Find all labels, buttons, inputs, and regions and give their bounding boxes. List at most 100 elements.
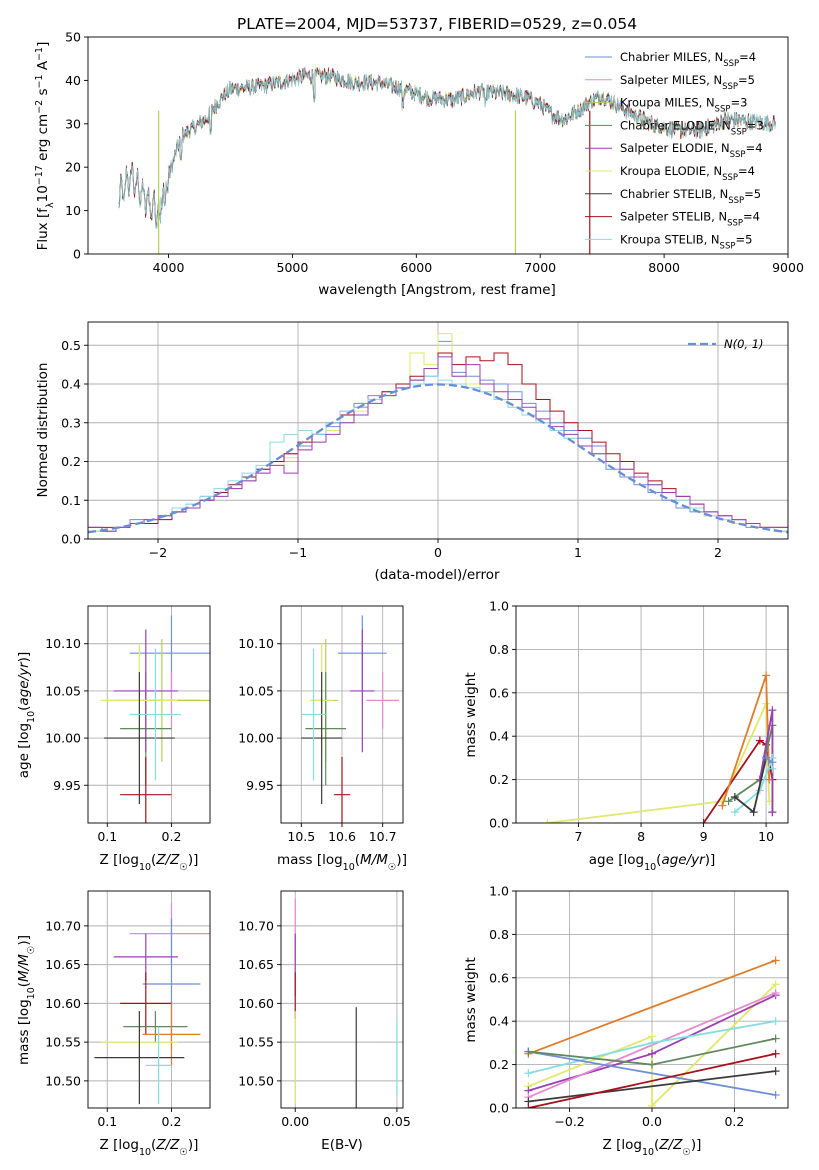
legend-sub: SSP — [731, 127, 747, 137]
label-part: 10 — [644, 862, 656, 873]
legend-sub: SSP — [727, 219, 743, 229]
panel-spectrum: 4000 5000 6000 7000 8000 9000 0 10 20 30 40 50 Chabr… — [34, 30, 804, 299]
x-tick-label: 6000 — [400, 260, 432, 275]
label-part: )] — [396, 852, 407, 868]
x-tick-label: 2 — [714, 545, 722, 560]
label-part: 10 — [139, 862, 151, 873]
label-part: age [log — [589, 852, 644, 868]
label-part: ☉ — [388, 862, 397, 873]
x-tick-label: 0.00 — [281, 1114, 309, 1129]
label-part: )] — [705, 852, 716, 868]
x-tick-label: 0.1 — [97, 829, 117, 844]
legend-count: =4 — [743, 210, 760, 224]
y-tick-label: 10.55 — [238, 1035, 274, 1050]
axes-frame — [87, 605, 211, 824]
legend-name: Kroupa MILES, N — [620, 96, 715, 110]
y-tick-label: 0.1 — [61, 493, 81, 508]
legend-count: =4 — [739, 50, 756, 64]
y-tick-label: 10.10 — [45, 636, 81, 651]
x-tick-label: 7000 — [524, 260, 556, 275]
y-tick-label: 0.2 — [61, 454, 81, 469]
x-axis-label: (data-model)/error — [374, 567, 500, 583]
x-tick-label: 0 — [434, 545, 442, 560]
weight-line — [528, 1070, 776, 1103]
label-part: mass weight — [463, 672, 479, 757]
y-tick-label: 10.60 — [45, 996, 81, 1011]
legend-sub: SSP — [722, 173, 738, 183]
label-part: 10 — [343, 862, 355, 873]
label-part: ☉ — [179, 862, 188, 873]
y-tick-label: 10.55 — [45, 1035, 81, 1050]
axes-frame — [515, 890, 789, 1109]
legend-name: Salpeter STELIB, N — [620, 210, 727, 224]
x-axis-label: mass [log10(M/M☉)] — [277, 852, 407, 873]
label-part: ( — [151, 1137, 156, 1153]
spectrum-line — [118, 68, 776, 230]
x-axis-label: wavelength [Angstrom, rest frame] — [318, 282, 556, 298]
label-part: Z [log — [100, 852, 139, 868]
label-part: λ — [45, 202, 56, 208]
label-part: age [log — [16, 723, 32, 778]
legend-label: Chabrier STELIB, NSSP=5 — [620, 187, 761, 206]
weight-line — [528, 983, 777, 1108]
legend-sub: SSP — [728, 196, 744, 206]
weight-line — [528, 1052, 776, 1108]
label-part: erg cm — [35, 114, 51, 165]
x-tick-label: 9000 — [772, 260, 804, 275]
x-tick-label: −2 — [149, 545, 167, 560]
legend-label: Salpeter STELIB, NSSP=4 — [620, 210, 760, 229]
legend-name: Kroupa ELODIE, N — [620, 164, 722, 178]
y-tick-label: 9.95 — [53, 778, 81, 793]
weight-line — [528, 959, 776, 1055]
plot-area — [516, 891, 788, 1108]
x-tick-label: 4000 — [153, 260, 185, 275]
axes-frame — [87, 890, 211, 1109]
y-axis-label: age [log10(age/yr)] — [16, 652, 37, 778]
x-tick-label: 0.2 — [162, 829, 182, 844]
legend-label: N(0, 1) — [724, 337, 764, 351]
y-tick-label: 0.8 — [489, 927, 509, 942]
label-part: ☉ — [682, 1147, 691, 1158]
label-part: wavelength [Angstrom, rest frame] — [318, 282, 556, 298]
y-tick-label: 0.6 — [489, 685, 509, 700]
y-tick-label: 10.00 — [238, 731, 274, 746]
plot-area — [516, 606, 788, 823]
x-tick-label: 8000 — [648, 260, 680, 275]
panel-mass-weight-vs-Z: −0.2 0.0 0.2 0.0 0.2 0.4 0.6 0.8 1.0 Z [log10(Z/Z… — [463, 884, 789, 1158]
x-axis-label: Z [log10(Z/Z☉)] — [100, 852, 199, 873]
y-tick-label: 0 — [73, 247, 81, 262]
y-tick-label: 10.60 — [238, 996, 274, 1011]
x-tick-label: 0.2 — [162, 1114, 182, 1129]
y-tick-label: 0.8 — [489, 642, 509, 657]
label-part: −1 — [34, 47, 45, 61]
label-part: mass [log — [277, 852, 343, 868]
label-part: Z/Z — [155, 852, 180, 868]
y-tick-label: 10.70 — [238, 918, 274, 933]
y-tick-label: 10.05 — [45, 683, 81, 698]
label-part: s — [35, 88, 51, 99]
legend-sub: SSP — [720, 241, 736, 251]
y-tick-label: 0.0 — [61, 532, 81, 547]
label-part: A — [35, 60, 51, 74]
y-tick-label: 50 — [65, 30, 81, 45]
x-axis-label: E(B-V) — [321, 1137, 363, 1153]
legend-name: Salpeter MILES, N — [620, 73, 722, 87]
label-part: ( — [355, 852, 360, 868]
y-tick-label: 10.05 — [238, 683, 274, 698]
y-tick-label: 0.0 — [489, 816, 509, 831]
label-part: ( — [654, 1137, 659, 1153]
weight-line — [765, 757, 773, 763]
legend-name: Salpeter ELODIE, N — [620, 141, 730, 155]
y-axis-label: Flux [fλ10−17 erg cm−2 s−1 A−1] — [34, 42, 56, 251]
axes-frame — [87, 36, 789, 255]
y-axis-label: mass weight — [463, 672, 479, 757]
label-part: 10 — [26, 711, 37, 723]
x-tick-label: 0.0 — [642, 1114, 662, 1129]
label-part: Normed distribution — [35, 363, 51, 498]
legend-sub: SSP — [722, 82, 738, 92]
y-tick-label: 20 — [65, 160, 81, 175]
legend-count: =4 — [746, 141, 763, 155]
axes-frame — [280, 890, 404, 1109]
